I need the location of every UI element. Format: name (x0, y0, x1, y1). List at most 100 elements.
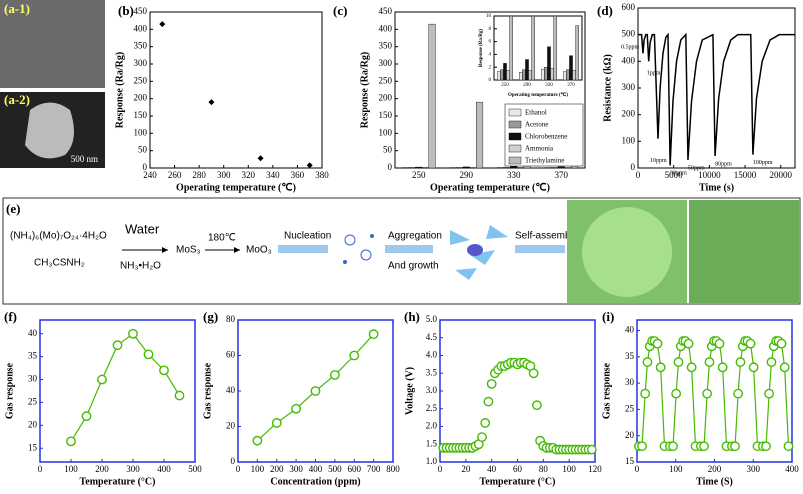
bar (522, 69, 526, 81)
bar (415, 166, 423, 169)
precursor: (NH₄)₆(Mo)₇O₂₄·4H₂O (10, 231, 107, 242)
x-tick-label: 40 (487, 464, 497, 474)
marker (368, 329, 379, 340)
bar (503, 63, 507, 81)
bar (551, 167, 559, 169)
bar (408, 167, 416, 169)
bar (510, 165, 518, 169)
marker (159, 21, 166, 28)
x-tick-label: 20 (461, 464, 471, 474)
y-tick-label: 25 (625, 403, 635, 413)
arrow (385, 245, 433, 253)
legend-label: Ammonia (525, 145, 554, 153)
marker (717, 362, 728, 373)
y-tick-label: 400 (379, 23, 393, 33)
y-tick-label: 0 (489, 78, 492, 83)
x-axis-label: Time (s) (699, 182, 734, 193)
x-tick-label: 100 (669, 464, 683, 474)
x-axis-label: Operating temperature (℃) (176, 182, 296, 193)
step: Aggregation (388, 231, 442, 242)
x-axis-label: Time (S) (696, 476, 733, 487)
x-axis-label: Temperature (°C) (80, 476, 156, 487)
y-tick-label: 3.0 (426, 385, 438, 395)
arrow (278, 245, 328, 253)
x-tick-label: 500 (188, 464, 202, 474)
marker (637, 441, 647, 452)
x-tick-label: 100 (251, 464, 265, 474)
marker (306, 162, 313, 169)
marker (252, 435, 263, 446)
annotation: 10ppm (650, 158, 667, 164)
condition: 180℃ (208, 233, 236, 244)
x-tick-label: 200 (270, 464, 284, 474)
y-axis-label: Gas response (601, 362, 612, 419)
y-tick-label: 2.0 (426, 421, 438, 431)
x-tick-label: 380 (315, 170, 329, 180)
y-axis-label: Gas response (4, 362, 15, 419)
x-tick-label: 290 (460, 170, 474, 180)
x-tick-label: 330 (507, 170, 521, 180)
legend-label: Triethylamine (525, 157, 564, 165)
y-tick-label: 80 (226, 314, 236, 324)
marker (208, 99, 215, 106)
y-tick-label: 30 (625, 377, 635, 387)
plot-frame (493, 15, 583, 81)
legend-swatch (508, 156, 522, 165)
legend-swatch (508, 108, 522, 117)
bar (564, 167, 572, 169)
y-tick-label: 400 (134, 23, 148, 33)
diagram-frame (2, 197, 801, 305)
y-axis-label: Response (Ra/Rg) (359, 52, 370, 128)
y-tick-label: 300 (134, 58, 148, 68)
y-tick-label: 30 (28, 374, 38, 384)
y-tick-label: 200 (622, 109, 636, 119)
x-tick-label: 100 (562, 464, 576, 474)
x-tick-label: 330 (545, 83, 553, 88)
x-axis-label: Operating temperature (℃) (430, 182, 550, 193)
x-tick-label: 200 (95, 464, 109, 474)
annotation: 80ppm (715, 161, 732, 167)
y-tick-label: 0 (143, 162, 148, 172)
y-tick-label: 4.5 (426, 332, 438, 342)
y-tick-label: 2.5 (426, 403, 438, 413)
marker (291, 403, 302, 414)
y-tick-label: 100 (379, 127, 393, 137)
marker (112, 340, 123, 351)
x-tick-label: 80 (539, 464, 549, 474)
x-tick-label: 200 (708, 464, 722, 474)
marker (730, 441, 740, 452)
bar (553, 15, 557, 81)
marker (764, 388, 775, 399)
marker (531, 400, 542, 411)
annotation: 30ppm (670, 171, 687, 177)
intermediate: MoS₃ (176, 245, 201, 256)
y-tick-label: 250 (134, 75, 148, 85)
marker (640, 388, 651, 399)
marker (735, 357, 746, 367)
marker (668, 441, 678, 452)
y-axis-label: Voltage (V) (404, 367, 415, 415)
y-axis-label: Resistance (kΩ) (602, 54, 613, 122)
annotation: 100ppm (753, 160, 773, 166)
y-tick-label: 4 (489, 53, 492, 58)
y-tick-label: 50 (383, 145, 393, 155)
x-tick-label: 340 (266, 170, 280, 180)
marker (483, 396, 494, 407)
x-tick-label: 320 (242, 170, 256, 180)
y-tick-label: 40 (226, 385, 236, 395)
nanosheets (450, 225, 508, 280)
nucleus (344, 234, 356, 246)
marker (748, 362, 759, 373)
annotation: 1ppm (647, 71, 661, 77)
y-tick-label: 2 (489, 65, 492, 70)
x-tick-label: 0 (636, 170, 641, 180)
panel-label: (g) (203, 309, 218, 324)
marker (704, 357, 715, 367)
x-tick-label: 300 (126, 464, 140, 474)
arrowhead (162, 247, 168, 253)
marker (699, 441, 709, 452)
marker (761, 441, 771, 452)
y-tick-label: 150 (379, 110, 393, 120)
x-tick-label: 290 (523, 83, 531, 88)
